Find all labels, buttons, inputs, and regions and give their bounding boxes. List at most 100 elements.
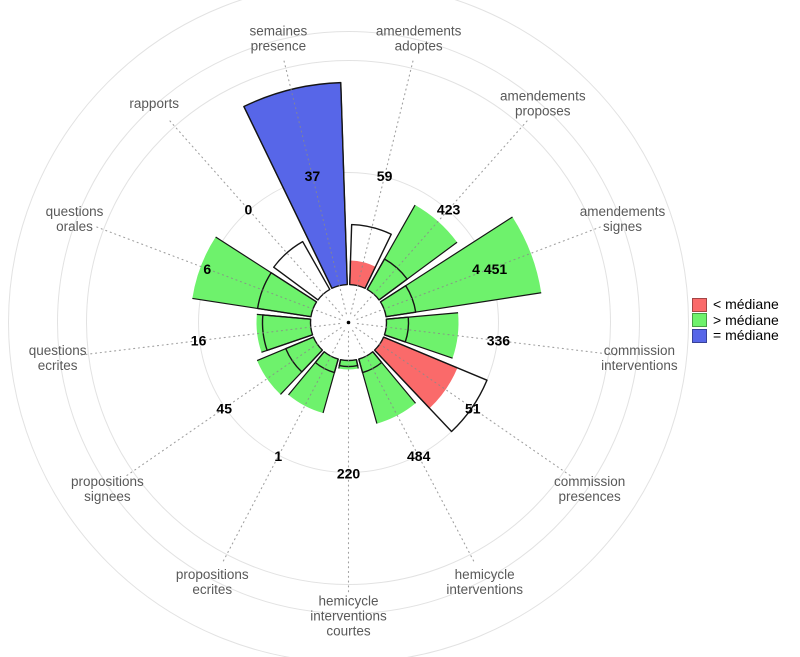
median-wedge-amendements-signes <box>379 284 417 318</box>
median-wedge-rapports <box>273 240 331 301</box>
category-label-line: presences <box>558 489 621 504</box>
category-label-line: hemicycle <box>455 567 515 582</box>
chart-center-dot <box>346 320 351 325</box>
category-axis-line-commission-interventions <box>356 323 620 356</box>
category-label-line: amendements <box>500 89 586 104</box>
category-label-line: amendements <box>580 204 666 219</box>
median-wedge-hemicycle-interventions <box>358 351 383 374</box>
category-axis-line-amendements-adoptes <box>350 57 415 315</box>
legend-swatch-below-median <box>692 297 707 312</box>
legend-item-equal-median: = médiane <box>692 328 779 344</box>
category-label-line: courtes <box>326 623 371 638</box>
category-label-rapports: rapports <box>129 96 179 111</box>
category-label-line: proposes <box>515 104 571 119</box>
category-label-line: presence <box>251 38 307 53</box>
value-wedge-amendements-adoptes <box>349 260 376 289</box>
legend-swatch-above-median <box>692 313 707 328</box>
category-label-line: semaines <box>250 23 308 38</box>
value-label-hemicycle-interventions: 484 <box>407 448 431 464</box>
category-label-line: orales <box>56 219 93 234</box>
value-label-semaines-presence: 37 <box>305 168 321 184</box>
category-axis-line-amendements-proposes <box>353 118 530 317</box>
value-label-propositions-ecrites: 1 <box>274 448 282 464</box>
category-axis-line-questions-ecrites <box>77 323 341 356</box>
legend-label-below-median: < médiane <box>713 296 779 313</box>
category-label-line: signes <box>603 219 642 234</box>
category-axis-line-hemicycle-interventions <box>352 329 476 564</box>
category-label-line: questions <box>29 343 87 358</box>
median-wedge-hemicycle-interventions-courtes <box>338 358 359 368</box>
value-label-propositions-signees: 45 <box>216 400 232 416</box>
grid-circle-r262 <box>86 60 611 585</box>
category-label-line: interventions <box>446 582 523 597</box>
category-axis-line-rapports <box>167 118 344 317</box>
value-label-rapports: 0 <box>245 202 253 218</box>
category-axis-line-propositions-signees <box>124 327 342 478</box>
category-label-line: rapports <box>129 96 179 111</box>
median-wedge-commission-interventions <box>383 316 410 343</box>
median-wedge-questions-orales <box>256 272 318 318</box>
legend-label-above-median: > médiane <box>713 311 779 328</box>
category-axis-line-questions-orales <box>93 225 341 320</box>
category-label-line: ecrites <box>192 582 232 597</box>
median-wedge-commission-presences <box>373 336 488 433</box>
value-wedge-amendements-signes <box>380 216 542 317</box>
category-label-line: signees <box>84 489 131 504</box>
value-label-amendements-adoptes: 59 <box>377 168 393 184</box>
category-axis-line-commission-presences <box>355 327 573 478</box>
value-wedge-questions-ecrites <box>256 314 313 353</box>
value-wedge-propositions-signees <box>257 337 323 395</box>
median-wedge-amendements-proposes <box>366 258 408 301</box>
value-label-hemicycle-interventions-courtes: 220 <box>337 466 361 482</box>
category-label-line: ecrites <box>38 358 78 373</box>
category-label-line: questions <box>46 204 104 219</box>
legend-label-equal-median: = médiane <box>713 327 779 344</box>
category-label-line: interventions <box>310 608 387 623</box>
legend-item-below-median: < médiane <box>692 297 779 313</box>
value-label-questions-orales: 6 <box>203 261 211 277</box>
value-wedge-questions-orales <box>192 236 317 317</box>
category-label-line: propositions <box>71 474 144 489</box>
value-label-questions-ecrites: 16 <box>191 333 207 349</box>
category-axis-line-propositions-ecrites <box>221 329 345 564</box>
value-wedge-semaines-presence <box>243 82 348 289</box>
category-label-line: adoptes <box>395 38 443 53</box>
category-label-line: hemicycle <box>318 593 378 608</box>
value-wedge-commission-interventions <box>384 312 459 359</box>
category-axis-line-semaines-presence <box>282 57 347 315</box>
legend-swatch-equal-median <box>692 328 707 343</box>
category-label-line: interventions <box>601 358 678 373</box>
category-label-line: commission <box>604 343 675 358</box>
category-label-line: commission <box>554 474 625 489</box>
median-wedge-questions-ecrites <box>261 314 314 352</box>
grid-circle-r150 <box>198 172 499 473</box>
value-label-commission-presences: 51 <box>465 400 481 416</box>
category-label-line: propositions <box>176 567 249 582</box>
value-label-amendements-proposes: 423 <box>437 202 461 218</box>
legend-item-above-median: > médiane <box>692 311 779 329</box>
grid-circle-r291 <box>57 31 640 614</box>
category-axis-line-amendements-signes <box>356 225 604 320</box>
median-wedge-propositions-signees <box>285 336 324 373</box>
chart-legend: < médiane > médiane = médiane <box>692 297 779 344</box>
value-label-commission-interventions: 336 <box>487 333 511 349</box>
value-wedge-propositions-ecrites <box>288 351 339 413</box>
category-label-line: amendements <box>376 23 462 38</box>
grid-circle-r340 <box>8 0 689 657</box>
median-wedge-propositions-ecrites <box>314 351 339 374</box>
value-label-amendements-signes: 4 451 <box>472 261 507 277</box>
